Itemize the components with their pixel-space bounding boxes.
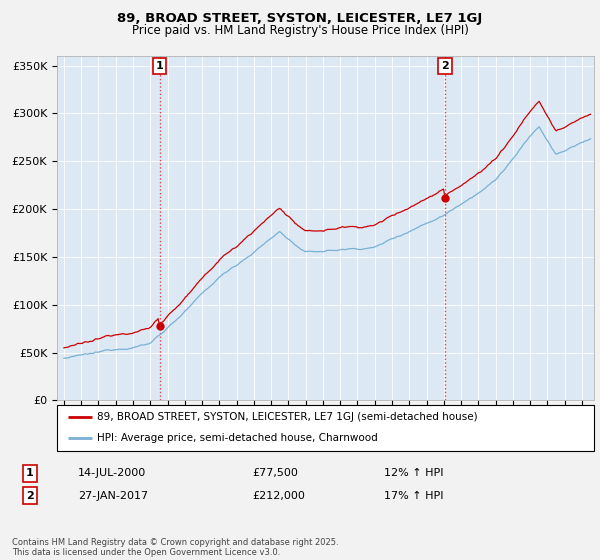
Text: 12% ↑ HPI: 12% ↑ HPI xyxy=(384,468,443,478)
Text: 27-JAN-2017: 27-JAN-2017 xyxy=(78,491,148,501)
Text: 2: 2 xyxy=(26,491,34,501)
Text: 1: 1 xyxy=(155,61,163,71)
Text: HPI: Average price, semi-detached house, Charnwood: HPI: Average price, semi-detached house,… xyxy=(97,433,378,444)
Text: 89, BROAD STREET, SYSTON, LEICESTER, LE7 1GJ (semi-detached house): 89, BROAD STREET, SYSTON, LEICESTER, LE7… xyxy=(97,412,478,422)
Text: Price paid vs. HM Land Registry's House Price Index (HPI): Price paid vs. HM Land Registry's House … xyxy=(131,24,469,36)
Text: 14-JUL-2000: 14-JUL-2000 xyxy=(78,468,146,478)
FancyBboxPatch shape xyxy=(57,405,594,451)
Text: Contains HM Land Registry data © Crown copyright and database right 2025.
This d: Contains HM Land Registry data © Crown c… xyxy=(12,538,338,557)
Text: 17% ↑ HPI: 17% ↑ HPI xyxy=(384,491,443,501)
Text: £77,500: £77,500 xyxy=(252,468,298,478)
Text: 2: 2 xyxy=(441,61,449,71)
Text: 89, BROAD STREET, SYSTON, LEICESTER, LE7 1GJ: 89, BROAD STREET, SYSTON, LEICESTER, LE7… xyxy=(118,12,482,25)
Text: 1: 1 xyxy=(26,468,34,478)
Text: £212,000: £212,000 xyxy=(252,491,305,501)
